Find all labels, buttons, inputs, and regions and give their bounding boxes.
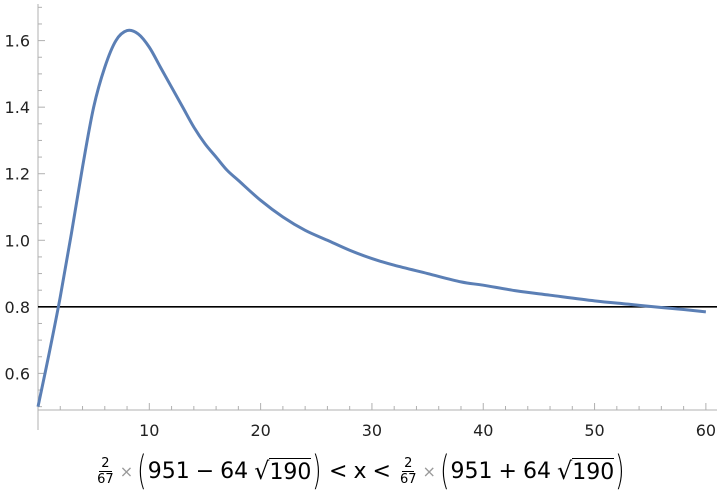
caption-left-fraction-numerator: 2: [99, 455, 112, 472]
caption-left-close-paren: ): [312, 448, 322, 494]
y-tick-label: 1.6: [5, 32, 30, 51]
caption-right-fraction-denominator: 67: [399, 471, 417, 487]
x-range-caption: 2 67 × ( 951 − 64 √ 190 ) < x < 2 67 × (…: [0, 448, 720, 494]
caption-right-radical: √: [556, 457, 573, 485]
y-tick-label: 1.0: [5, 231, 30, 250]
x-tick-label: 20: [250, 421, 270, 440]
x-tick-label: 10: [139, 421, 159, 440]
y-tick-label: 0.8: [5, 298, 30, 317]
caption-right-close-paren: ): [615, 448, 625, 494]
tick-labels: 10 20 30 40 50 60 0.6 0.8 1.0 1.2 1.4 1.6: [5, 32, 717, 440]
y-tick-label: 1.2: [5, 165, 30, 184]
axes: [37, 4, 717, 430]
y-tick-label: 1.4: [5, 98, 30, 117]
caption-variable: x: [353, 458, 367, 484]
caption-left-radical: √: [254, 457, 270, 485]
caption-left-radicand: 190: [269, 457, 312, 485]
plot-area: 10 20 30 40 50 60 0.6 0.8 1.0 1.2 1.4 1.6: [5, 4, 717, 440]
caption-right-fraction: 2 67: [400, 456, 417, 487]
caption-left-operator: −: [195, 458, 215, 484]
caption-left-fraction-denominator: 67: [97, 471, 114, 487]
caption-left-times: ×: [119, 461, 134, 481]
series-group: [36, 28, 717, 407]
caption-right-constant: 951: [450, 458, 493, 484]
caption-left-fraction: 2 67: [97, 456, 114, 487]
x-tick-label: 50: [584, 421, 604, 440]
series-line: [36, 28, 707, 407]
caption-less-than-2: <: [372, 458, 391, 484]
caption-right-open-paren: (: [440, 448, 450, 494]
x-tick-label: 40: [473, 421, 493, 440]
caption-left-coefficient: 64: [220, 458, 249, 484]
y-tick-label: 0.6: [5, 364, 30, 383]
caption-right-coefficient: 64: [522, 458, 551, 484]
caption-left-open-paren: (: [137, 448, 147, 494]
x-tick-label: 30: [362, 421, 382, 440]
caption-right-operator: +: [498, 458, 517, 484]
x-tick-label: 60: [696, 421, 716, 440]
caption-right-fraction-numerator: 2: [402, 455, 415, 472]
caption-right-times: ×: [422, 461, 436, 481]
caption-left-constant: 951: [147, 458, 190, 484]
caption-right-radicand: 190: [572, 457, 615, 485]
caption-less-than-1: <: [329, 458, 348, 484]
